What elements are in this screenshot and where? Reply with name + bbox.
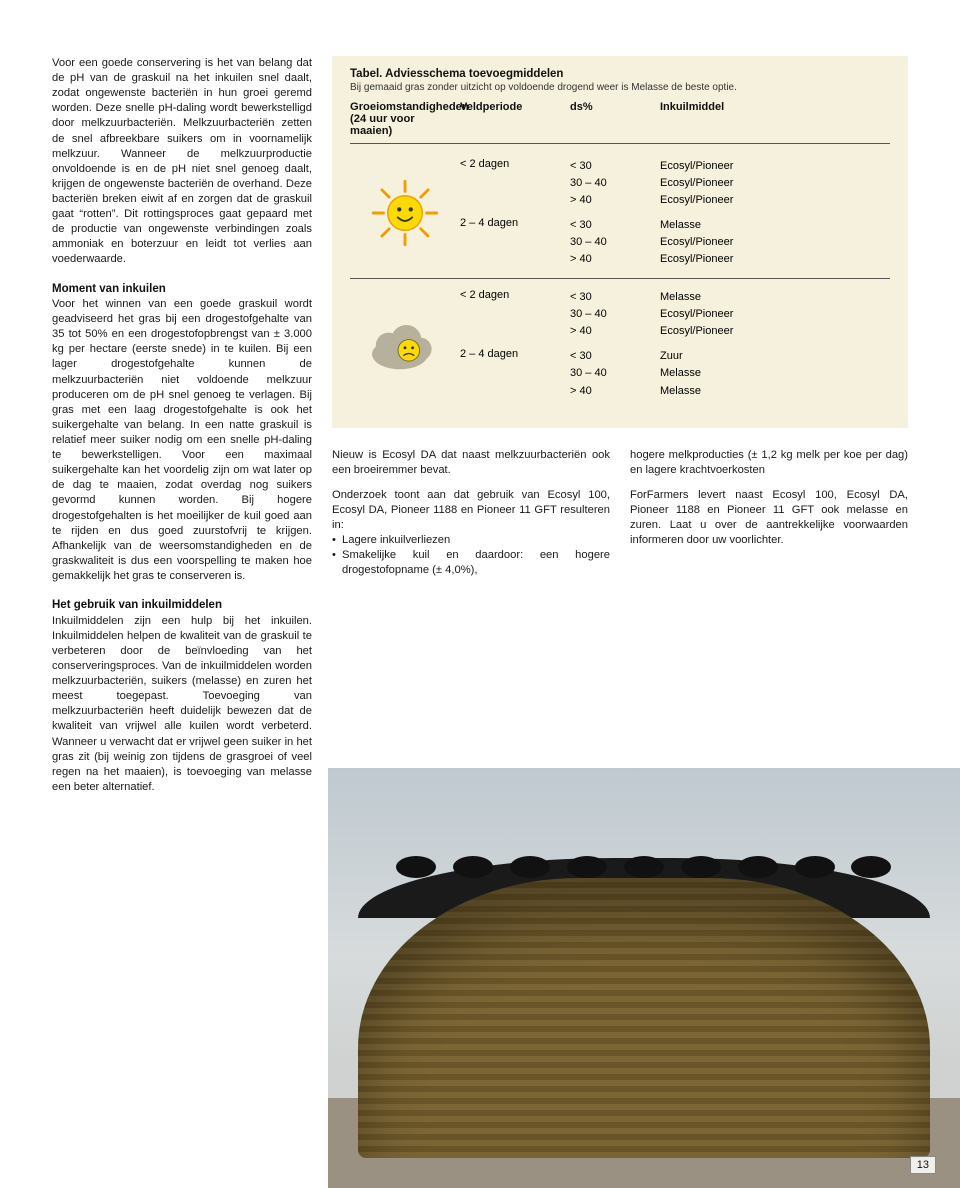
cell-mid: Ecosyl/Pioneer xyxy=(660,175,890,192)
left-column: Voor een goede conservering is het van b… xyxy=(52,56,312,795)
heading-moment: Moment van inkuilen xyxy=(52,282,312,298)
mid-left-column: Nieuw is Ecosyl DA dat naast melkzuurbac… xyxy=(332,448,610,579)
heading-gebruik: Het gebruik van inkuilmiddelen xyxy=(52,598,312,614)
cell-ds: > 40 xyxy=(570,192,660,209)
cell-mid: Zuur xyxy=(660,348,890,365)
cell-ds: < 30 xyxy=(570,217,660,234)
cell-ds: > 40 xyxy=(570,323,660,340)
cell-mid: Ecosyl/Pioneer xyxy=(660,192,890,209)
cell-mid: Ecosyl/Pioneer xyxy=(660,158,890,175)
cell-ds: < 30 xyxy=(570,289,660,306)
cell-veld: < 2 dagen xyxy=(460,158,570,209)
cell-ds: 30 – 40 xyxy=(570,365,660,382)
list-item: Smakelijke kuil en daardoor: een hogere … xyxy=(332,548,610,578)
cell-veld: < 2 dagen xyxy=(460,289,570,340)
cell-ds: 30 – 40 xyxy=(570,306,660,323)
ecosyl-intro: Nieuw is Ecosyl DA dat naast melkzuurbac… xyxy=(332,448,610,478)
right-column: Tabel. Adviesschema toevoegmiddelen Bij … xyxy=(332,56,908,795)
cell-veld: 2 – 4 dagen xyxy=(460,348,570,399)
th-mid: Inkuilmiddel xyxy=(660,101,890,137)
moment-paragraph: Voor het winnen van een goede graskuil w… xyxy=(52,297,312,584)
silage-photo xyxy=(328,768,960,1188)
mid-right-column: hogere melkproducties (± 1,2 kg melk per… xyxy=(630,448,908,579)
cell-ds: > 40 xyxy=(570,383,660,400)
table-subtitle: Bij gemaaid gras zonder uitzicht op vold… xyxy=(350,82,890,93)
cell-mid: Melasse xyxy=(660,365,890,382)
th-groei-sub: (24 uur voor maaien) xyxy=(350,113,460,137)
cell-mid: Melasse xyxy=(660,289,890,306)
th-ds: ds% xyxy=(570,101,660,137)
list-item: Lagere inkuilverliezen xyxy=(332,533,610,548)
cell-ds: 30 – 40 xyxy=(570,175,660,192)
cell-mid: Ecosyl/Pioneer xyxy=(660,323,890,340)
cell-mid: Melasse xyxy=(660,217,890,234)
continuation-text: hogere melkproducties (± 1,2 kg melk per… xyxy=(630,448,908,478)
table-row: < 2 dagen < 30 30 – 40 > 40 Ecosyl/Pione… xyxy=(350,148,890,278)
forfarmers-text: ForFarmers levert naast Ecosyl 100, Ecos… xyxy=(630,488,908,548)
th-groei: Groeiomstandigheden xyxy=(350,101,460,113)
onderzoek-intro: Onderzoek toont aan dat gebruik van Ecos… xyxy=(332,488,610,533)
cell-mid: Ecosyl/Pioneer xyxy=(660,306,890,323)
table-row: < 2 dagen < 30 30 – 40 > 40 Melasse Ecos… xyxy=(350,279,890,409)
advice-table: Tabel. Adviesschema toevoegmiddelen Bij … xyxy=(332,56,908,428)
table-header-row: Groeiomstandigheden (24 uur voor maaien)… xyxy=(350,101,890,144)
table-title: Tabel. Adviesschema toevoegmiddelen xyxy=(350,68,890,80)
cloud-icon xyxy=(367,312,443,376)
cell-ds: 30 – 40 xyxy=(570,234,660,251)
sun-icon xyxy=(369,177,441,249)
gebruik-paragraph: Inkuilmiddelen zijn een hulp bij het ink… xyxy=(52,614,312,795)
cell-ds: < 30 xyxy=(570,158,660,175)
cell-mid: Ecosyl/Pioneer xyxy=(660,234,890,251)
th-veld: Veldperiode xyxy=(460,101,570,137)
cell-mid: Melasse xyxy=(660,383,890,400)
cell-veld: 2 – 4 dagen xyxy=(460,217,570,268)
cell-ds: > 40 xyxy=(570,251,660,268)
cell-ds: < 30 xyxy=(570,348,660,365)
intro-paragraph: Voor een goede conservering is het van b… xyxy=(52,56,312,268)
page-number: 13 xyxy=(910,1156,936,1174)
cell-mid: Ecosyl/Pioneer xyxy=(660,251,890,268)
